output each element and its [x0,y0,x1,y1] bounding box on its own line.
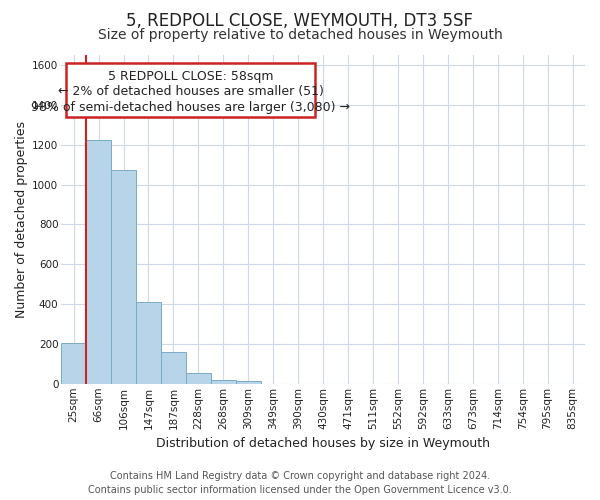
Bar [161,352,186,384]
X-axis label: Distribution of detached houses by size in Weymouth: Distribution of detached houses by size … [156,437,490,450]
Text: Size of property relative to detached houses in Weymouth: Size of property relative to detached ho… [98,28,502,42]
Y-axis label: Number of detached properties: Number of detached properties [15,121,28,318]
Bar [136,302,161,384]
Text: ← 2% of detached houses are smaller (51): ← 2% of detached houses are smaller (51) [58,84,324,98]
Bar [186,373,211,384]
Bar [236,381,261,384]
Text: Contains HM Land Registry data © Crown copyright and database right 2024.
Contai: Contains HM Land Registry data © Crown c… [88,471,512,495]
Bar [211,380,236,384]
Text: 5 REDPOLL CLOSE: 58sqm: 5 REDPOLL CLOSE: 58sqm [108,70,274,83]
Text: 98% of semi-detached houses are larger (3,080) →: 98% of semi-detached houses are larger (… [31,101,350,114]
FancyBboxPatch shape [67,63,315,118]
Bar [111,170,136,384]
Text: 5, REDPOLL CLOSE, WEYMOUTH, DT3 5SF: 5, REDPOLL CLOSE, WEYMOUTH, DT3 5SF [127,12,473,30]
Bar [61,343,86,384]
Bar [86,140,111,384]
